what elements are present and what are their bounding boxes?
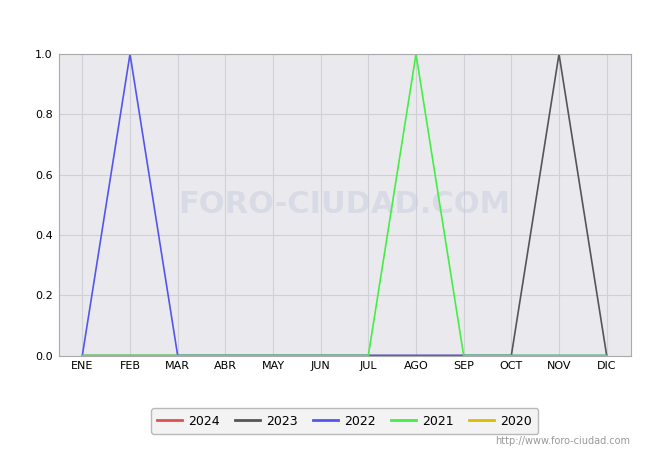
Text: http://www.foro-ciudad.com: http://www.foro-ciudad.com bbox=[495, 436, 630, 446]
Legend: 2024, 2023, 2022, 2021, 2020: 2024, 2023, 2022, 2021, 2020 bbox=[151, 409, 538, 434]
Text: FORO-CIUDAD.COM: FORO-CIUDAD.COM bbox=[179, 190, 510, 219]
Text: Matriculaciones de Vehiculos en Reinoso de Cerrato: Matriculaciones de Vehiculos en Reinoso … bbox=[99, 14, 551, 33]
